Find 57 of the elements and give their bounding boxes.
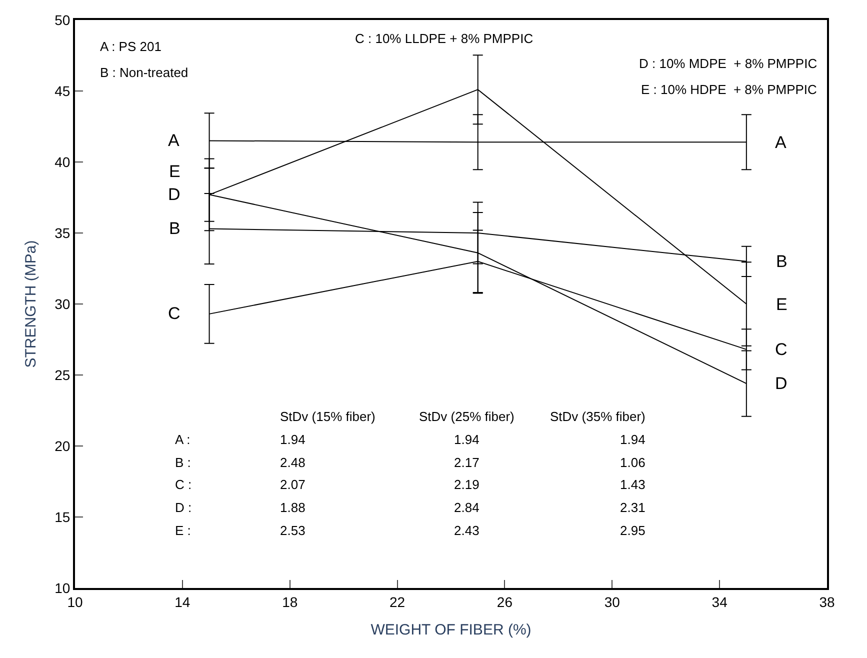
text: A (168, 131, 180, 150)
series-label: A (775, 133, 787, 152)
annotation: A : (175, 432, 190, 447)
text: B (776, 252, 788, 271)
y-tick-label: 20 (54, 438, 70, 454)
annotation: 1.06 (620, 455, 646, 470)
annotation: A : PS 201 (100, 39, 162, 54)
x-tick-label: 26 (496, 594, 513, 610)
y-tick-label: 45 (54, 82, 70, 99)
annotation: B : (175, 455, 191, 470)
y-tick-label: 10 (54, 580, 70, 596)
y-tick-label: 50 (54, 12, 70, 28)
y-tick-label: 30 (54, 296, 70, 312)
x-tick-label: 14 (174, 594, 190, 610)
series-label: E (776, 295, 788, 314)
annotation: StDv (35% fiber) (550, 409, 646, 424)
annotation: 2.95 (620, 523, 646, 538)
y-axis-title: STRENGTH (MPa) (22, 240, 40, 368)
y-tick-label: 25 (54, 366, 70, 383)
annotation: B : Non-treated (100, 65, 188, 80)
x-tick-label: 18 (282, 594, 298, 610)
annotation: 1.94 (454, 432, 480, 447)
annotation: 1.94 (620, 432, 646, 447)
x-tick-label: 22 (390, 594, 406, 610)
annotation: 2.53 (280, 523, 306, 538)
annotation: 2.48 (280, 455, 306, 470)
annotation: 2.19 (454, 477, 480, 492)
annotation: D : (175, 500, 192, 515)
x-tick-label: 34 (712, 594, 728, 610)
y-tick-label: 40 (54, 154, 70, 170)
y-tick-label: 35 (54, 224, 70, 241)
annotation: E : 10% HDPE + 8% PMPPIC (641, 82, 817, 97)
series-label: D (775, 374, 788, 393)
y-tick-label: 15 (54, 508, 70, 525)
annotation: 2.17 (454, 455, 480, 470)
annotation: 1.43 (620, 477, 646, 492)
annotation: E : (175, 523, 191, 538)
x-tick-label: 10 (67, 594, 83, 610)
annotation: C : (175, 477, 192, 492)
text: E (169, 162, 180, 181)
annotation: 1.88 (280, 500, 306, 515)
series-label: C (775, 340, 788, 359)
text: D (168, 185, 180, 204)
annotation: 2.84 (454, 500, 480, 515)
annotation: StDv (15% fiber) (280, 409, 376, 424)
annotation: 2.43 (454, 523, 480, 538)
x-axis-title: WEIGHT OF FIBER (%) (370, 621, 532, 638)
annotation: C : 10% LLDPE + 8% PMPPIC (355, 31, 534, 46)
x-tick-label: 38 (819, 594, 835, 610)
x-tick-label: 30 (604, 594, 620, 610)
annotation: 2.31 (620, 500, 646, 515)
annotation: D : 10% MDPE + 8% PMPPIC (639, 56, 818, 71)
annotation: 2.07 (280, 477, 306, 492)
text: C (168, 304, 180, 323)
series-label: B (169, 219, 180, 238)
annotation: 1.94 (280, 432, 306, 447)
annotation: StDv (25% fiber) (419, 409, 514, 424)
